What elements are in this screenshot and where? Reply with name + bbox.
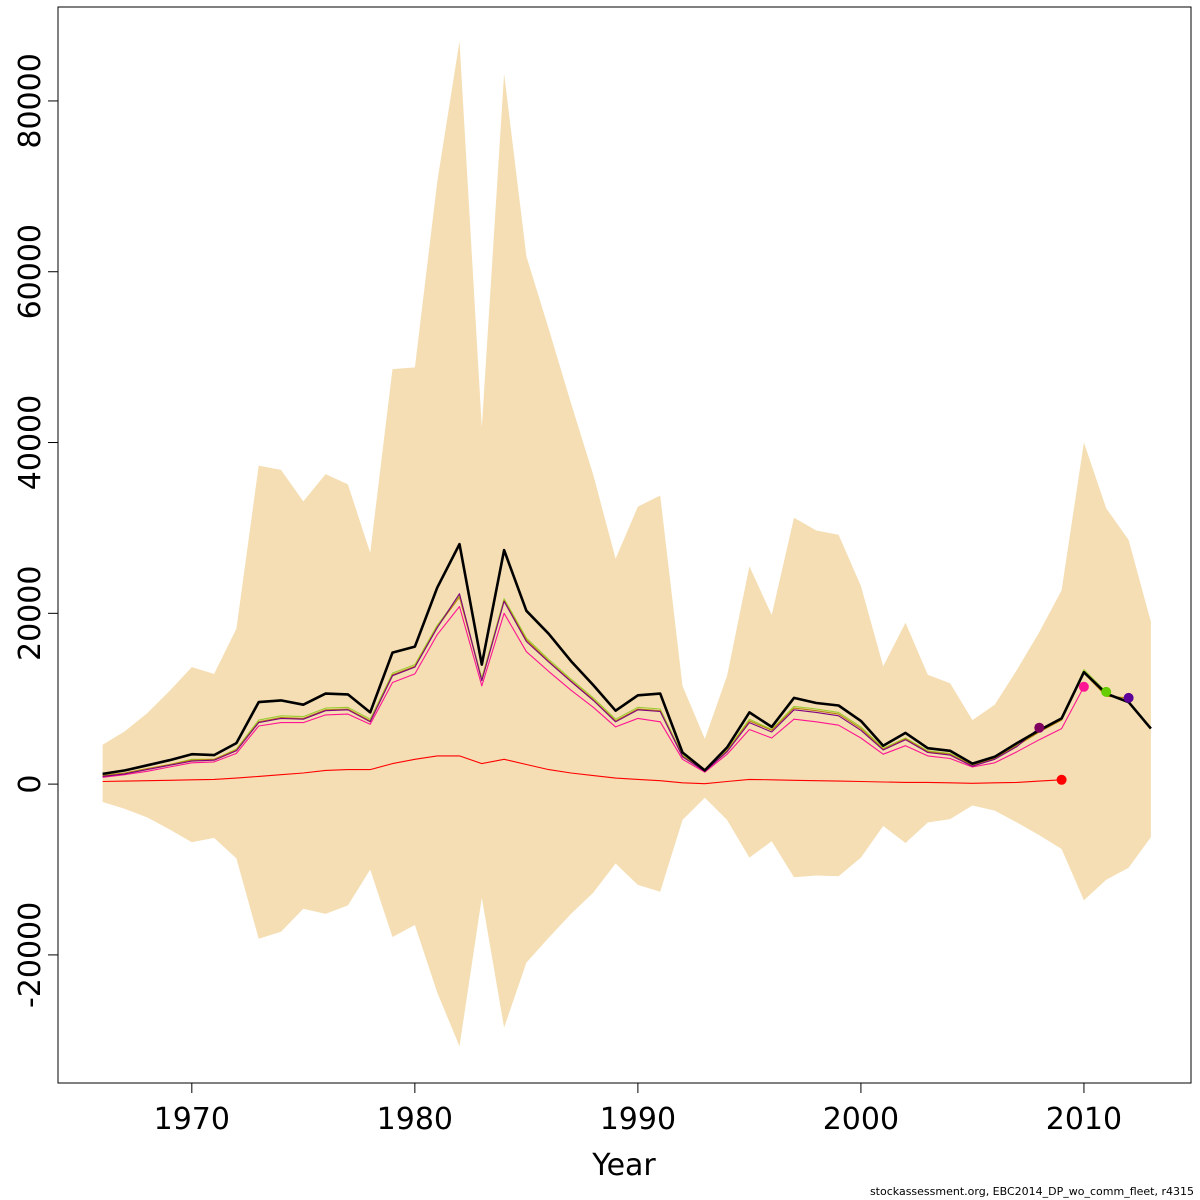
y-tick-label: 80000 — [13, 53, 48, 148]
series-layer — [102, 542, 1152, 785]
series-line-5 — [102, 593, 1040, 777]
confidence-band — [102, 41, 1151, 1047]
footer-credit: stockassessment.org, EBC2014_DP_wo_comm_… — [869, 1185, 1194, 1198]
x-axis-title: Year — [591, 1148, 656, 1183]
endpoint-marker-2 — [1056, 774, 1067, 785]
endpoint-markers-layer — [1034, 681, 1134, 785]
x-tick-label: 1970 — [154, 1102, 230, 1137]
y-tick-label: 20000 — [13, 566, 48, 661]
y-tick-label: 60000 — [13, 224, 48, 319]
series-line-4 — [102, 605, 1085, 778]
endpoint-marker-4 — [1101, 686, 1112, 697]
series-line-3 — [102, 596, 1129, 777]
confidence-band-layer — [102, 41, 1151, 1047]
endpoint-marker-3 — [1078, 681, 1089, 692]
y-tick-label: 40000 — [13, 395, 48, 490]
endpoint-marker-1 — [1034, 722, 1045, 733]
x-tick-label: 1990 — [600, 1102, 676, 1137]
x-tick-label: 1980 — [377, 1102, 453, 1137]
x-axis: 1970 1980 1990 2000 2010 — [154, 1082, 1122, 1137]
x-tick-label: 2000 — [823, 1102, 899, 1137]
series-line-main — [102, 542, 1152, 776]
y-tick-label: -20000 — [13, 902, 48, 1008]
series-line-2 — [102, 594, 1107, 777]
y-axis: -20000 0 20000 40000 60000 80000 — [13, 53, 59, 1008]
x-tick-label: 2010 — [1046, 1102, 1122, 1137]
series-line-6 — [102, 755, 1062, 785]
endpoint-marker-5 — [1123, 692, 1134, 703]
y-tick-label: 0 — [13, 775, 48, 794]
